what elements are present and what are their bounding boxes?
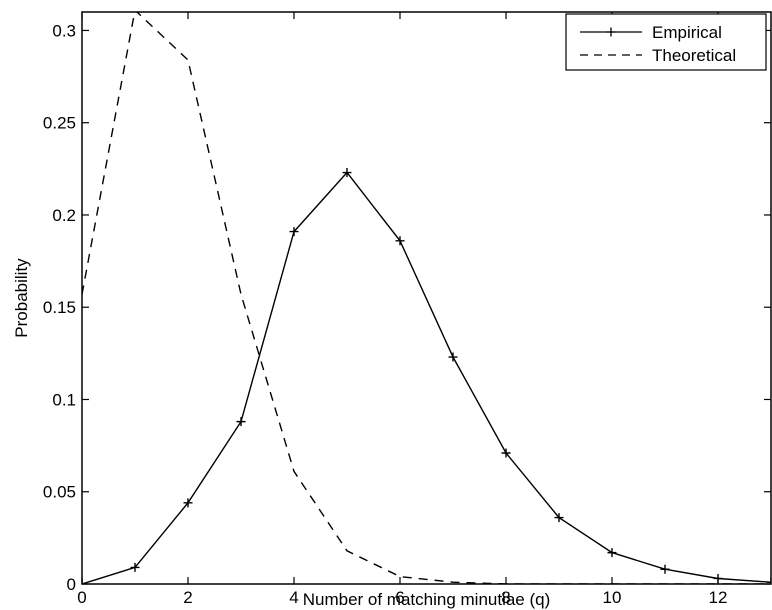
y-axis-label: Probability xyxy=(12,258,31,338)
data-point-empirical xyxy=(501,448,511,458)
data-point-empirical xyxy=(183,498,193,508)
y-tick-label: 0.2 xyxy=(52,206,76,225)
legend-label-empirical: Empirical xyxy=(652,23,722,42)
y-axis-ticks: 0 0.05 0.1 0.15 0.2 0.25 0.3 xyxy=(43,21,771,594)
x-axis-label: Number of matching minutiae (q) xyxy=(303,590,551,609)
x-tick-label: 10 xyxy=(603,588,622,607)
series-layer xyxy=(82,12,771,584)
x-tick-label: 6 xyxy=(395,588,404,607)
legend-label-theoretical: Theoretical xyxy=(652,46,736,65)
legend-marker-empirical xyxy=(606,27,616,37)
data-point-empirical xyxy=(660,564,670,574)
data-point-empirical xyxy=(342,168,352,178)
y-tick-label: 0.05 xyxy=(43,483,76,502)
x-tick-label: 0 xyxy=(77,588,86,607)
x-tick-label: 12 xyxy=(709,588,728,607)
data-point-empirical xyxy=(713,573,723,583)
plot-frame xyxy=(81,11,772,585)
y-tick-label: 0.25 xyxy=(43,114,76,133)
x-tick-label: 2 xyxy=(183,588,192,607)
data-point-empirical xyxy=(289,227,299,237)
legend: Empirical Theoretical xyxy=(565,13,767,71)
x-axis-ticks: 0 2 4 6 8 10 12 xyxy=(77,12,727,607)
series-line-empirical xyxy=(82,171,771,584)
y-tick-label: 0 xyxy=(67,575,76,594)
series-line-theoretical xyxy=(82,12,771,584)
data-point-empirical xyxy=(130,562,140,572)
data-point-empirical xyxy=(554,513,564,523)
data-point-empirical xyxy=(766,577,771,584)
data-point-empirical xyxy=(448,352,458,362)
data-point-empirical xyxy=(607,548,617,558)
y-tick-label: 0.3 xyxy=(52,21,76,40)
x-tick-label: 4 xyxy=(289,588,298,607)
data-point-empirical xyxy=(236,417,246,427)
x-tick-label: 8 xyxy=(501,588,510,607)
y-tick-label: 0.1 xyxy=(52,390,76,409)
data-point-empirical xyxy=(395,236,405,246)
y-tick-label: 0.15 xyxy=(43,298,76,317)
legend-box xyxy=(565,13,767,71)
